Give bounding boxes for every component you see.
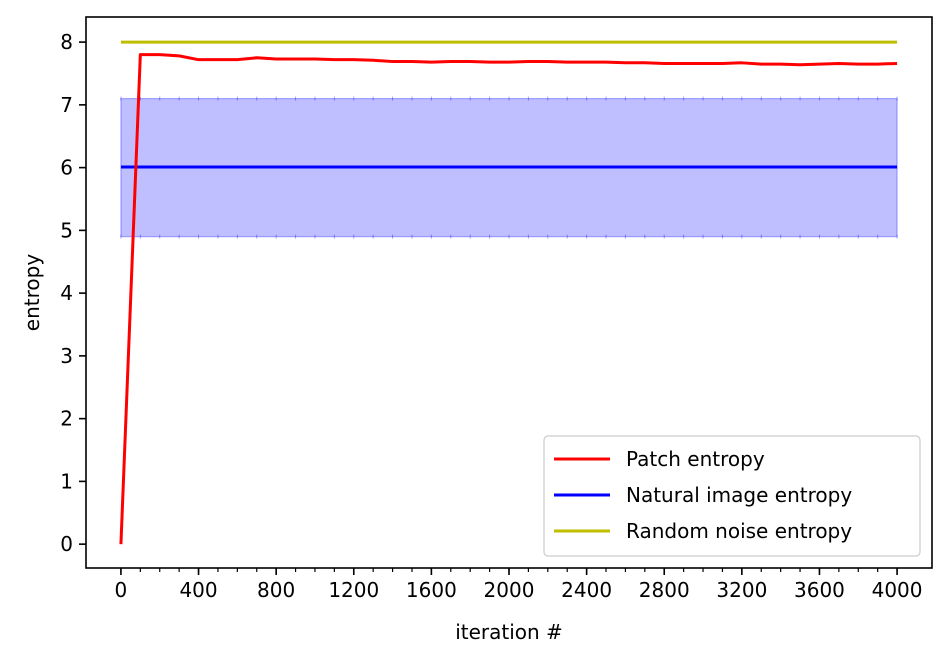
x-tick-label: 400 [179, 578, 217, 602]
x-tick-label: 3600 [794, 578, 845, 602]
y-tick-label: 4 [60, 281, 73, 305]
series-line-0 [119, 53, 898, 545]
y-axis-title: entropy [20, 254, 44, 332]
y-tick-label: 7 [60, 93, 73, 117]
y-tick-label: 5 [60, 218, 73, 242]
y-tick-label: 1 [60, 469, 73, 493]
x-tick-label: 2400 [561, 578, 612, 602]
x-tick-label: 3200 [716, 578, 767, 602]
x-axis: 0 400 800 1200 1600 2000 2400 2800 3200 3600 4000 [115, 568, 923, 602]
legend-label-1: Natural image entropy [626, 483, 852, 507]
legend-label-2: Random noise entropy [626, 519, 852, 543]
x-tick-label: 2800 [639, 578, 690, 602]
x-tick-label: 1600 [406, 578, 457, 602]
legend-items: Patch entropy Natural image entropy Random… [554, 447, 852, 543]
legend-box [543, 435, 921, 557]
y-tick-label: 3 [60, 344, 73, 368]
y-axis: 0 1 2 3 4 5 6 7 8 [60, 30, 86, 556]
y-tick-label: 0 [60, 532, 73, 556]
y-tick-label: 2 [60, 407, 73, 431]
x-tick-label: 4000 [872, 578, 923, 602]
x-tick-label: 800 [257, 578, 295, 602]
x-tick-label: 2000 [484, 578, 535, 602]
y-tick-label: 8 [60, 30, 73, 54]
x-axis-title: iteration # [455, 620, 563, 644]
series-lines [119, 40, 898, 545]
x-tick-label: 1200 [328, 578, 379, 602]
legend-label-0: Patch entropy [626, 447, 765, 471]
x-tick-label: 0 [115, 578, 128, 602]
legend: Patch entropy Natural image entropy Random… [543, 435, 921, 557]
y-tick-label: 6 [60, 156, 73, 180]
